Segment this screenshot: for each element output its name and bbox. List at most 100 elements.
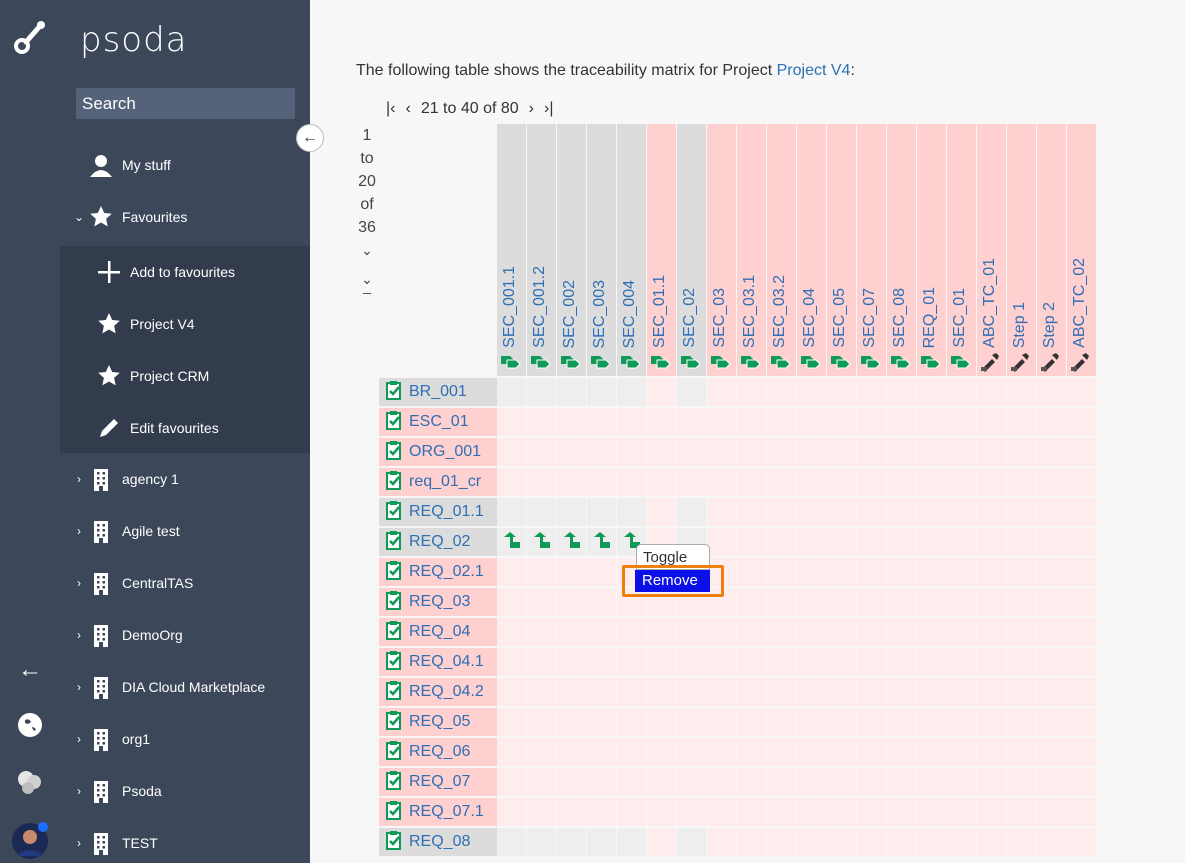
matrix-cell[interactable] — [707, 468, 736, 496]
sidebar-item-project-crm[interactable]: Project CRM — [60, 350, 310, 402]
row-label[interactable]: ESC_01 — [409, 413, 469, 430]
matrix-cell[interactable] — [527, 708, 556, 736]
matrix-cell[interactable] — [707, 798, 736, 826]
matrix-cell[interactable] — [857, 708, 886, 736]
matrix-cell[interactable] — [617, 648, 646, 676]
matrix-cell[interactable] — [1067, 828, 1096, 856]
matrix-cell[interactable] — [587, 558, 616, 586]
matrix-cell[interactable] — [677, 438, 706, 466]
matrix-cell[interactable] — [827, 438, 856, 466]
matrix-cell[interactable] — [797, 558, 826, 586]
context-menu-remove[interactable]: Remove — [635, 570, 710, 592]
matrix-cell[interactable] — [827, 738, 856, 766]
matrix-cell[interactable] — [1067, 738, 1096, 766]
matrix-cell[interactable] — [557, 798, 586, 826]
matrix-cell[interactable] — [527, 528, 556, 556]
matrix-cell[interactable] — [857, 528, 886, 556]
column-label[interactable]: SEC_07 — [861, 288, 878, 348]
matrix-cell[interactable] — [527, 678, 556, 706]
matrix-cell[interactable] — [797, 378, 826, 406]
matrix-cell[interactable] — [587, 438, 616, 466]
matrix-cell[interactable] — [977, 378, 1006, 406]
matrix-cell[interactable] — [1037, 558, 1066, 586]
matrix-cell[interactable] — [527, 648, 556, 676]
matrix-cell[interactable] — [1007, 408, 1036, 436]
matrix-cell[interactable] — [647, 738, 676, 766]
matrix-cell[interactable] — [497, 828, 526, 856]
column-label[interactable]: SEC_08 — [891, 288, 908, 348]
matrix-cell[interactable] — [587, 378, 616, 406]
matrix-cell[interactable] — [1037, 708, 1066, 736]
matrix-cell[interactable] — [557, 408, 586, 436]
project-link[interactable]: Project V4 — [776, 62, 851, 79]
matrix-cell[interactable] — [767, 708, 796, 736]
matrix-cell[interactable] — [587, 648, 616, 676]
sidebar-item-org[interactable]: › CentralTAS — [60, 557, 310, 609]
matrix-cell[interactable] — [617, 768, 646, 796]
matrix-cell[interactable] — [587, 468, 616, 496]
matrix-cell[interactable] — [917, 558, 946, 586]
matrix-cell[interactable] — [767, 738, 796, 766]
matrix-cell[interactable] — [557, 768, 586, 796]
matrix-cell[interactable] — [587, 768, 616, 796]
matrix-cell[interactable] — [887, 768, 916, 796]
matrix-cell[interactable] — [527, 438, 556, 466]
column-label[interactable]: SEC_004 — [621, 279, 638, 349]
matrix-cell[interactable] — [707, 618, 736, 646]
matrix-cell[interactable] — [1007, 678, 1036, 706]
user-avatar[interactable] — [0, 822, 60, 863]
matrix-cell[interactable] — [587, 798, 616, 826]
next-rows-icon[interactable]: ⌄ — [361, 242, 373, 258]
matrix-cell[interactable] — [977, 468, 1006, 496]
matrix-cell[interactable] — [1007, 708, 1036, 736]
trace-link-icon[interactable] — [622, 531, 642, 556]
matrix-cell[interactable] — [887, 708, 916, 736]
matrix-cell[interactable] — [767, 798, 796, 826]
column-label[interactable]: SEC_002 — [561, 279, 578, 349]
matrix-cell[interactable] — [1037, 648, 1066, 676]
matrix-cell[interactable] — [1007, 738, 1036, 766]
sidebar-item-org[interactable]: › org1 — [60, 713, 310, 765]
column-header[interactable]: SEC_03.2 — [767, 124, 796, 376]
matrix-cell[interactable] — [527, 738, 556, 766]
matrix-cell[interactable] — [527, 798, 556, 826]
matrix-cell[interactable] — [737, 828, 766, 856]
matrix-cell[interactable] — [827, 648, 856, 676]
matrix-cell[interactable] — [497, 378, 526, 406]
matrix-cell[interactable] — [857, 738, 886, 766]
matrix-cell[interactable] — [947, 378, 976, 406]
matrix-cell[interactable] — [827, 378, 856, 406]
matrix-cell[interactable] — [1037, 498, 1066, 526]
globe-icon[interactable] — [0, 712, 60, 743]
matrix-cell[interactable] — [1067, 798, 1096, 826]
matrix-cell[interactable] — [497, 438, 526, 466]
column-label[interactable]: SEC_03.1 — [741, 275, 758, 348]
matrix-cell[interactable] — [1007, 438, 1036, 466]
matrix-cell[interactable] — [917, 618, 946, 646]
matrix-cell[interactable] — [1007, 648, 1036, 676]
matrix-cell[interactable] — [947, 708, 976, 736]
matrix-cell[interactable] — [767, 468, 796, 496]
matrix-cell[interactable] — [497, 588, 526, 616]
sidebar-item-org[interactable]: › DemoOrg — [60, 609, 310, 661]
row-header[interactable]: REQ_04.1 — [379, 648, 497, 676]
matrix-cell[interactable] — [737, 798, 766, 826]
matrix-cell[interactable] — [977, 708, 1006, 736]
matrix-cell[interactable] — [527, 378, 556, 406]
matrix-cell[interactable] — [527, 498, 556, 526]
matrix-cell[interactable] — [917, 648, 946, 676]
matrix-cell[interactable] — [587, 828, 616, 856]
column-header[interactable]: SEC_02 — [677, 124, 706, 376]
matrix-cell[interactable] — [797, 768, 826, 796]
matrix-cell[interactable] — [767, 648, 796, 676]
matrix-cell[interactable] — [947, 648, 976, 676]
matrix-cell[interactable] — [827, 528, 856, 556]
first-page-icon[interactable]: |‹ — [386, 100, 396, 117]
matrix-cell[interactable] — [617, 618, 646, 646]
matrix-cell[interactable] — [677, 798, 706, 826]
row-label[interactable]: REQ_08 — [409, 833, 471, 850]
matrix-cell[interactable] — [797, 828, 826, 856]
matrix-cell[interactable] — [647, 708, 676, 736]
matrix-cell[interactable] — [737, 408, 766, 436]
row-label[interactable]: REQ_03 — [409, 593, 471, 610]
